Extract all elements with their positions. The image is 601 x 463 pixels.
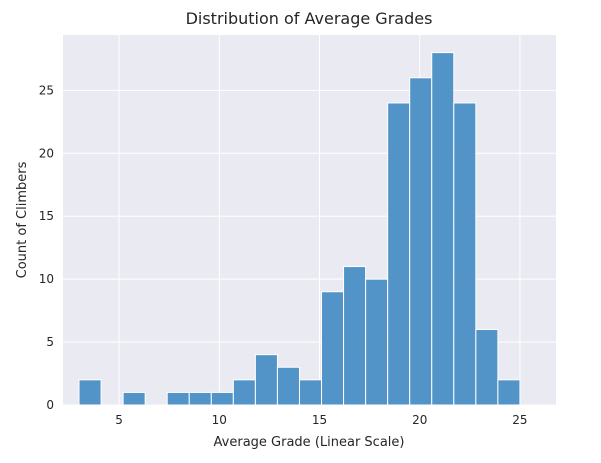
histogram-bar [232, 379, 256, 406]
histogram-bar [254, 354, 278, 406]
histogram-bar [276, 366, 300, 406]
histogram-bar [166, 391, 190, 406]
x-tick-label: 20 [412, 413, 427, 427]
y-tick-labels: 0 5 10 15 20 25 [39, 83, 54, 412]
y-tick-label: 5 [46, 335, 54, 349]
histogram-bar [210, 391, 234, 406]
histogram-bar [78, 379, 102, 406]
y-tick-label: 10 [39, 272, 54, 286]
x-axis-label: Average Grade (Linear Scale) [214, 435, 405, 450]
bars [78, 52, 521, 406]
histogram-bar [431, 52, 455, 406]
y-tick-label: 25 [39, 83, 54, 97]
histogram-bar [343, 266, 367, 406]
x-tick-label: 15 [312, 413, 327, 427]
histogram-bar [409, 77, 433, 406]
histogram-bar [298, 379, 323, 406]
x-tick-label: 10 [212, 413, 227, 427]
y-tick-label: 20 [39, 146, 54, 160]
y-tick-label: 0 [46, 398, 54, 412]
chart-title: Distribution of Average Grades [186, 9, 433, 28]
x-tick-label: 5 [115, 413, 123, 427]
histogram-bar [475, 328, 499, 406]
y-tick-label: 15 [39, 209, 54, 223]
histogram-bar [497, 379, 521, 406]
histogram-bar [188, 391, 212, 406]
x-tick-labels: 5 10 15 20 25 [115, 413, 527, 427]
histogram-bar [365, 278, 389, 406]
x-tick-label: 25 [512, 413, 527, 427]
histogram-bar [122, 391, 146, 406]
histogram-bar [321, 291, 345, 406]
histogram-bar [453, 102, 477, 406]
y-axis-label: Count of Climbers [15, 161, 30, 278]
histogram-bar [387, 102, 411, 406]
